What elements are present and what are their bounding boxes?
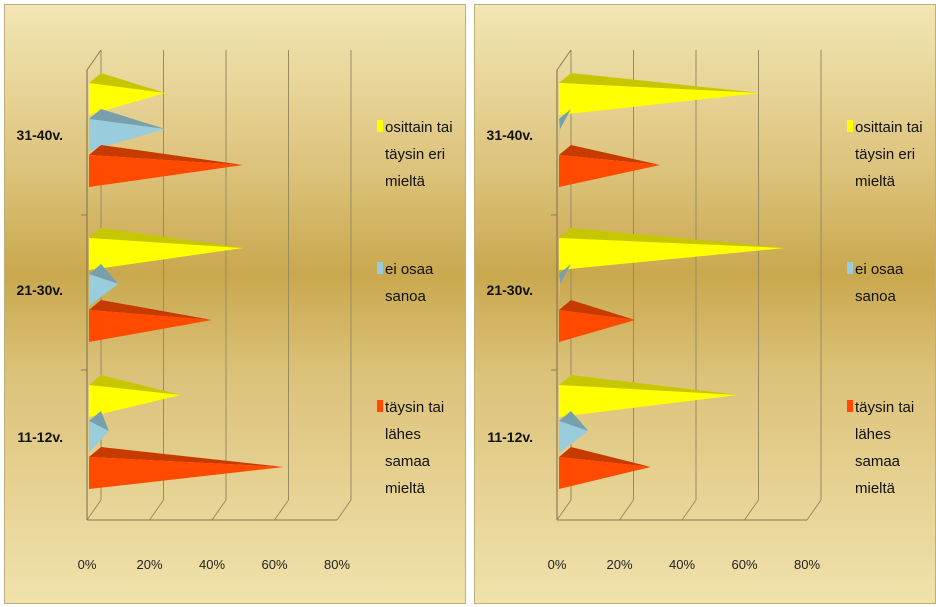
bar-top-face	[89, 411, 109, 431]
bar	[559, 119, 561, 151]
bar	[559, 457, 651, 489]
bar	[89, 385, 181, 417]
x-tick-label: 20%	[136, 557, 162, 572]
category-label: 21-30v.	[487, 282, 533, 298]
category-label: 31-40v.	[17, 127, 63, 143]
legend-label: osittain tai	[855, 119, 923, 136]
floor-line	[149, 499, 164, 521]
bar-top-face	[89, 375, 181, 395]
legend-label: ei osaa	[385, 261, 434, 278]
bar	[89, 310, 212, 342]
category-label: 11-12v.	[487, 429, 533, 445]
bar-top-face	[89, 145, 244, 165]
bar-top-face	[559, 411, 589, 431]
category-label: 11-12v.	[17, 429, 63, 445]
x-tick-label: 40%	[669, 557, 695, 572]
floor-line	[274, 499, 289, 521]
bar-top-face	[89, 447, 284, 467]
bar	[559, 421, 589, 453]
bar	[559, 385, 739, 417]
bar	[89, 274, 119, 306]
bar	[559, 83, 761, 115]
legend-label: sanoa	[855, 288, 897, 305]
bar	[89, 155, 244, 187]
bar	[89, 83, 166, 115]
bar	[559, 155, 661, 187]
category-label: 21-30v.	[17, 282, 63, 298]
chart-panel-right: 0% 20% 40% 60% 80% 31-40v. 21-30v. 11-12v. ositt…	[474, 4, 936, 604]
x-tick-label: 40%	[199, 557, 225, 572]
legend-label: täysin eri	[385, 146, 445, 163]
y-axis-depth	[86, 49, 102, 71]
legend-label: lähes	[855, 426, 891, 443]
x-tick-label: 80%	[794, 557, 820, 572]
legend-label: osittain tai	[385, 119, 453, 136]
floor-line	[619, 499, 634, 521]
bar-top-face	[559, 145, 661, 165]
bar-top-face	[89, 73, 166, 93]
x-tick-label: 60%	[731, 557, 757, 572]
floor-line	[744, 499, 759, 521]
chart-panel-left: 0% 20% 40% 60% 80% 31-40v. 21-30v. 11-12v. ositt…	[4, 4, 466, 604]
floor-line	[86, 499, 102, 521]
bar	[559, 238, 786, 270]
bar-top-face	[89, 109, 166, 129]
legend-label: mieltä	[385, 480, 426, 497]
y-axis-depth	[556, 49, 572, 71]
bar-top-face	[559, 264, 571, 284]
bar	[559, 310, 636, 342]
legend-label: mieltä	[855, 173, 896, 190]
legend-swatch	[847, 400, 853, 412]
legend-label: samaa	[385, 453, 431, 470]
floor-line	[681, 499, 697, 521]
bar-top-face	[559, 447, 651, 467]
floor-line	[336, 499, 352, 521]
x-tick-label: 0%	[548, 557, 567, 572]
legend-label: täysin eri	[855, 146, 915, 163]
legend-swatch	[377, 262, 383, 274]
bar-top-face	[89, 228, 244, 248]
legend-label: mieltä	[385, 173, 426, 190]
legend-label: mieltä	[855, 480, 896, 497]
legend-label: lähes	[385, 426, 421, 443]
bar-top-face	[559, 375, 739, 395]
bar-top-face	[559, 73, 761, 93]
bar-chart-right: 0% 20% 40% 60% 80% 31-40v. 21-30v. 11-12v. ositt…	[487, 49, 923, 572]
bar-top-face	[559, 228, 786, 248]
bar-top-face	[89, 300, 212, 320]
floor-line	[556, 499, 572, 521]
x-tick-label: 60%	[261, 557, 287, 572]
legend-label: ei osaa	[855, 261, 904, 278]
legend-swatch	[847, 120, 853, 132]
bar	[89, 457, 284, 489]
bar	[559, 274, 561, 306]
floor-line	[806, 499, 822, 521]
legend-label: samaa	[855, 453, 901, 470]
floor-line	[211, 499, 227, 521]
legend-label: sanoa	[385, 288, 427, 305]
x-tick-label: 80%	[324, 557, 350, 572]
legend-label: täysin tai	[385, 399, 444, 416]
bar	[89, 421, 109, 453]
category-label: 31-40v.	[487, 127, 533, 143]
legend-label: täysin tai	[855, 399, 914, 416]
bar-chart-left: 0% 20% 40% 60% 80% 31-40v. 21-30v. 11-12v. ositt…	[17, 49, 453, 572]
legend-swatch	[377, 400, 383, 412]
legend-swatch	[847, 262, 853, 274]
bar	[89, 119, 166, 151]
x-tick-label: 0%	[78, 557, 97, 572]
bar	[89, 238, 244, 270]
bar-top-face	[559, 109, 571, 129]
legend-swatch	[377, 120, 383, 132]
bar-top-face	[89, 264, 119, 284]
x-tick-label: 20%	[606, 557, 632, 572]
bar-top-face	[559, 300, 636, 320]
